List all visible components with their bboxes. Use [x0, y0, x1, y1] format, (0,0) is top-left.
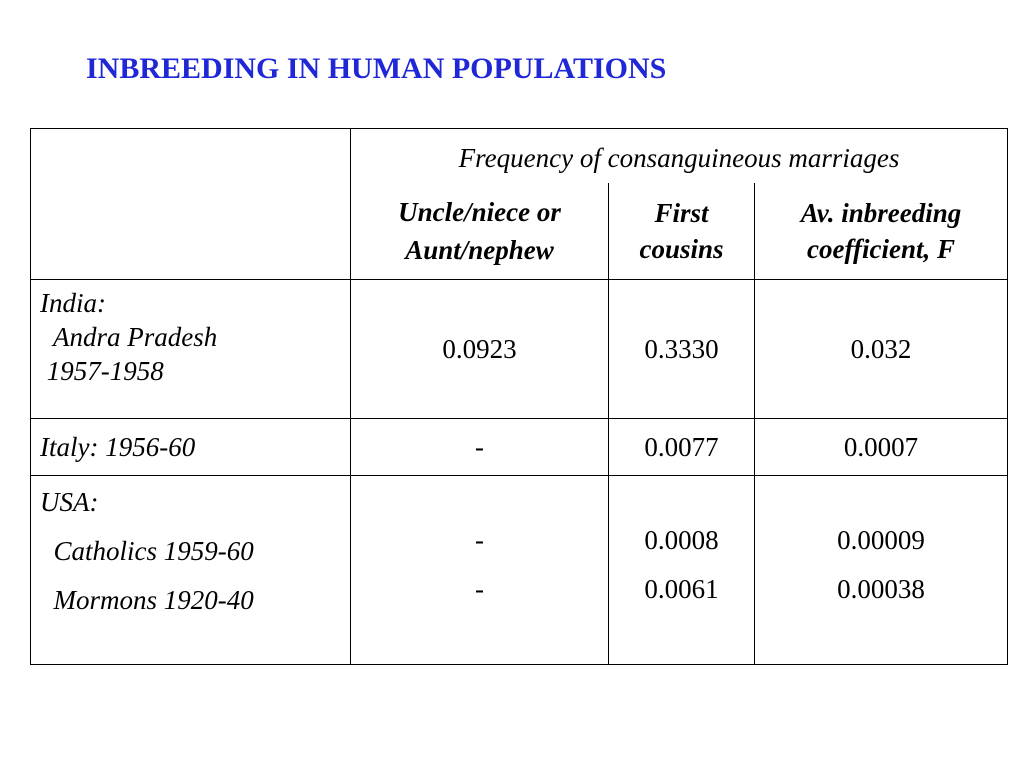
table-subheader-row: Uncle/niece or Aunt/nephew First cousins… — [31, 183, 1009, 280]
cell-inbreeding-coefficient: 0.032 — [753, 279, 1009, 419]
cell-inbreeding-coefficient: 0.0007 — [753, 418, 1009, 476]
row-label-italy: Italy: 1956-60 — [30, 418, 351, 476]
row-label-line: Andra Pradesh — [40, 322, 218, 352]
row-label-line: Mormons 1920-40 — [40, 585, 254, 615]
cell-inbreeding-coefficient: 0.00009 0.00038 — [753, 475, 1009, 665]
cell-value: 0.00009 — [837, 525, 925, 555]
table-row-usa: USA: Catholics 1959-60 Mormons 1920-40 -… — [30, 475, 1009, 665]
cell-first-cousins: 0.0077 — [608, 418, 755, 476]
row-label-line: 1957-1958 — [40, 356, 164, 386]
row-label-line: India: — [40, 288, 106, 318]
table-row-italy: Italy: 1956-60 - 0.0077 0.0007 — [30, 418, 1009, 476]
cell-uncle-niece: - — [350, 418, 609, 476]
cell-value: 0.0061 — [644, 574, 719, 604]
column-header-line: cousins — [639, 234, 724, 264]
column-header-line: First — [654, 198, 709, 228]
cell-value: 0.00038 — [837, 574, 925, 604]
row-label-line: Italy: 1956-60 — [40, 432, 196, 462]
table-header-row: Frequency of consanguineous marriages — [30, 128, 1009, 280]
row-label-line: Catholics 1959-60 — [40, 536, 254, 566]
row-label-india: India: Andra Pradesh 1957-1958 — [30, 279, 351, 419]
slide-title: INBREEDING IN HUMAN POPULATIONS — [86, 52, 667, 85]
inbreeding-table: Frequency of consanguineous marriages Un… — [30, 128, 1009, 665]
cell-first-cousins: 0.3330 — [608, 279, 755, 419]
cell-first-cousins: 0.0008 0.0061 — [608, 475, 755, 665]
cell-value: 0.0008 — [644, 525, 719, 555]
column-header-line: coefficient, F — [807, 234, 955, 264]
row-label-line: USA: — [40, 487, 99, 517]
column-header-line: Av. inbreeding — [800, 198, 962, 228]
row-label-usa: USA: Catholics 1959-60 Mormons 1920-40 — [30, 475, 351, 665]
cell-uncle-niece: 0.0923 — [350, 279, 609, 419]
group-header: Frequency of consanguineous marriages — [349, 128, 1009, 183]
column-header-inbreeding-coefficient: Av. inbreeding coefficient, F — [753, 183, 1009, 280]
cell-value: - — [475, 574, 484, 604]
cell-uncle-niece: - - — [350, 475, 609, 665]
column-header-line: Aunt/nephew — [405, 235, 554, 265]
column-header-uncle-niece: Uncle/niece or Aunt/nephew — [350, 183, 609, 280]
column-header-line: Uncle/niece or — [398, 197, 561, 227]
column-header-first-cousins: First cousins — [608, 183, 755, 280]
cell-value: - — [475, 525, 484, 555]
table-row-india: India: Andra Pradesh 1957-1958 0.0923 0.… — [30, 279, 1009, 419]
empty-corner-cell — [30, 128, 351, 280]
